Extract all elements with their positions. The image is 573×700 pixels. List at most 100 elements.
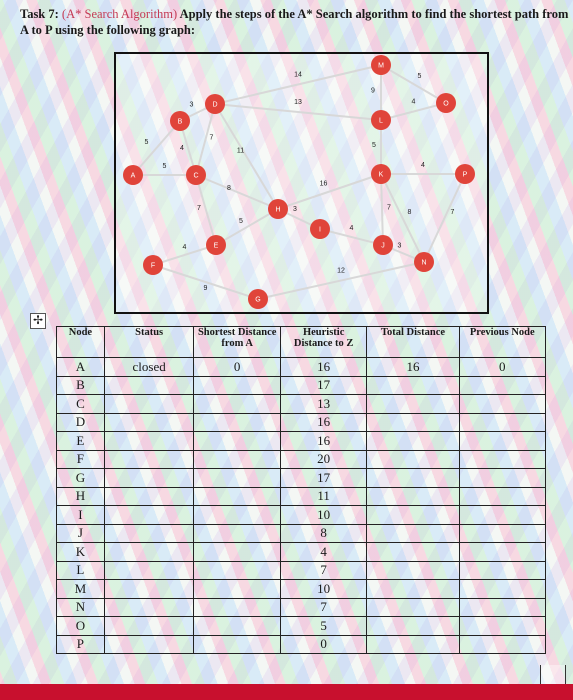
cell-prev[interactable] [458, 486, 547, 506]
cell-heuristic[interactable]: 8 [279, 523, 368, 543]
cell-heuristic[interactable]: 10 [279, 505, 368, 525]
cell-prev[interactable] [458, 468, 547, 488]
cell-prev[interactable] [458, 523, 547, 543]
cell-shortest[interactable] [193, 579, 281, 599]
cell-heuristic[interactable]: 17 [279, 468, 368, 488]
cell-status[interactable] [103, 579, 195, 599]
cell-status[interactable] [103, 412, 195, 432]
cell-total[interactable] [366, 542, 460, 562]
cell-heuristic[interactable]: 7 [279, 560, 368, 580]
cell-node[interactable]: H [56, 486, 105, 506]
move-cross-icon[interactable]: ✢ [30, 313, 46, 329]
cell-node[interactable]: N [56, 597, 105, 617]
cell-prev[interactable] [458, 597, 547, 617]
cell-total[interactable] [366, 468, 460, 488]
cell-status[interactable] [103, 616, 195, 636]
cell-node[interactable]: J [56, 523, 105, 543]
cell-total[interactable] [366, 560, 460, 580]
cell-status[interactable] [103, 375, 195, 395]
cell-heuristic[interactable]: 10 [279, 579, 368, 599]
cell-shortest[interactable] [193, 505, 281, 525]
cell-prev[interactable] [458, 449, 547, 469]
cell-node[interactable]: A [56, 357, 105, 377]
cell-status[interactable] [103, 560, 195, 580]
cell-total[interactable] [366, 597, 460, 617]
cell-status[interactable] [103, 597, 195, 617]
cell-status[interactable] [103, 634, 195, 654]
cell-total[interactable] [366, 616, 460, 636]
cell-shortest[interactable] [193, 542, 281, 562]
cell-total[interactable] [366, 431, 460, 451]
cell-shortest[interactable] [193, 560, 281, 580]
cell-total[interactable] [366, 449, 460, 469]
cell-prev[interactable] [458, 394, 547, 414]
cell-shortest[interactable]: 0 [193, 357, 281, 377]
cell-heuristic[interactable]: 13 [279, 394, 368, 414]
cell-heuristic[interactable]: 16 [279, 357, 368, 377]
cell-total[interactable] [366, 579, 460, 599]
cell-prev[interactable] [458, 616, 547, 636]
cell-status[interactable] [103, 505, 195, 525]
cell-total[interactable] [366, 412, 460, 432]
cell-shortest[interactable] [193, 449, 281, 469]
cell-node[interactable]: M [56, 579, 105, 599]
cell-shortest[interactable] [193, 616, 281, 636]
cell-node[interactable]: G [56, 468, 105, 488]
cell-node[interactable]: L [56, 560, 105, 580]
cell-status[interactable] [103, 394, 195, 414]
cell-status[interactable] [103, 468, 195, 488]
cell-shortest[interactable] [193, 597, 281, 617]
cell-prev[interactable] [458, 560, 547, 580]
cell-prev[interactable] [458, 634, 547, 654]
cell-node[interactable]: B [56, 375, 105, 395]
cell-status[interactable] [103, 542, 195, 562]
astar-table: Node Status Shortest Distance from A Heu… [56, 326, 547, 654]
cell-prev[interactable] [458, 505, 547, 525]
cell-node[interactable]: I [56, 505, 105, 525]
cell-shortest[interactable] [193, 634, 281, 654]
cell-total[interactable] [366, 375, 460, 395]
cell-heuristic[interactable]: 4 [279, 542, 368, 562]
cell-total[interactable]: 16 [366, 357, 460, 377]
cell-heuristic[interactable]: 16 [279, 412, 368, 432]
cell-node[interactable]: O [56, 616, 105, 636]
cell-status[interactable] [103, 449, 195, 469]
cell-shortest[interactable] [193, 468, 281, 488]
cell-total[interactable] [366, 523, 460, 543]
cell-heuristic[interactable]: 5 [279, 616, 368, 636]
cell-heuristic[interactable]: 11 [279, 486, 368, 506]
cell-shortest[interactable] [193, 394, 281, 414]
cell-status[interactable] [103, 486, 195, 506]
table-resize-corner[interactable] [540, 665, 566, 686]
cell-status[interactable] [103, 523, 195, 543]
cell-node[interactable]: F [56, 449, 105, 469]
cell-heuristic[interactable]: 17 [279, 375, 368, 395]
cell-shortest[interactable] [193, 431, 281, 451]
cell-node[interactable]: P [56, 634, 105, 654]
cell-node[interactable]: K [56, 542, 105, 562]
cell-status[interactable]: closed [103, 357, 195, 377]
cell-shortest[interactable] [193, 486, 281, 506]
cell-status[interactable] [103, 431, 195, 451]
cell-node[interactable]: C [56, 394, 105, 414]
cell-prev[interactable] [458, 375, 547, 395]
cell-heuristic[interactable]: 0 [279, 634, 368, 654]
cell-prev[interactable]: 0 [458, 357, 547, 377]
cell-node[interactable]: D [56, 412, 105, 432]
cell-heuristic[interactable]: 16 [279, 431, 368, 451]
cell-total[interactable] [366, 486, 460, 506]
cell-node[interactable]: E [56, 431, 105, 451]
cell-shortest[interactable] [193, 412, 281, 432]
cell-shortest[interactable] [193, 375, 281, 395]
cell-total[interactable] [366, 394, 460, 414]
cell-total[interactable] [366, 634, 460, 654]
cell-prev[interactable] [458, 412, 547, 432]
cell-prev[interactable] [458, 579, 547, 599]
cell-heuristic[interactable]: 20 [279, 449, 368, 469]
cell-shortest[interactable] [193, 523, 281, 543]
cell-heuristic[interactable]: 7 [279, 597, 368, 617]
cell-total[interactable] [366, 505, 460, 525]
cell-prev[interactable] [458, 431, 547, 451]
cell-prev[interactable] [458, 542, 547, 562]
